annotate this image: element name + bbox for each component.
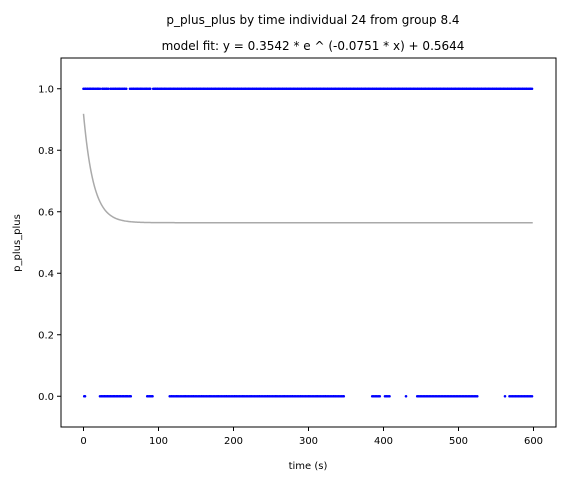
chart-title: p_plus_plus by time individual 24 from g… — [166, 13, 459, 27]
data-point — [151, 394, 154, 398]
x-tick-label: 400 — [374, 436, 393, 447]
x-axis: 0 100 200 300 400 500 600 — [80, 427, 543, 447]
data-point — [503, 394, 507, 398]
data-point — [530, 394, 534, 398]
y-axis-label: p_plus_plus — [12, 214, 23, 272]
x-tick-label: 600 — [524, 436, 543, 447]
fit-curve — [82, 113, 533, 224]
y-tick-label: 0.4 — [38, 269, 54, 280]
data-point — [388, 394, 391, 398]
x-tick-label: 100 — [149, 436, 168, 447]
x-tick-label: 200 — [224, 436, 243, 447]
x-tick-label: 0 — [80, 436, 86, 447]
data-point — [129, 394, 133, 398]
chart-subtitle: model fit: y = 0.3542 * e ^ (-0.0751 * x… — [162, 39, 465, 53]
data-point — [106, 87, 110, 91]
data-point — [378, 394, 382, 398]
plot-area — [60, 57, 557, 428]
y-axis: 0.0 0.2 0.4 0.6 0.8 1.0 — [38, 84, 61, 403]
x-axis-label: time (s) — [289, 461, 328, 472]
data-point — [404, 394, 408, 398]
y-tick-label: 0.6 — [38, 207, 54, 218]
data-point — [98, 87, 102, 91]
x-tick-label: 500 — [449, 436, 468, 447]
y-tick-label: 1.0 — [38, 84, 54, 95]
y-tick-label: 0.8 — [38, 146, 54, 157]
plot-frame — [60, 57, 557, 428]
data-point — [124, 87, 128, 91]
y-tick-label: 0.0 — [38, 392, 54, 403]
data-point — [342, 394, 346, 398]
data-point — [148, 87, 152, 91]
points-layer — [82, 87, 534, 398]
data-point — [530, 87, 534, 91]
y-tick-label: 0.2 — [38, 330, 54, 341]
data-point — [83, 394, 87, 398]
x-tick-label: 300 — [299, 436, 318, 447]
data-point — [475, 394, 479, 398]
